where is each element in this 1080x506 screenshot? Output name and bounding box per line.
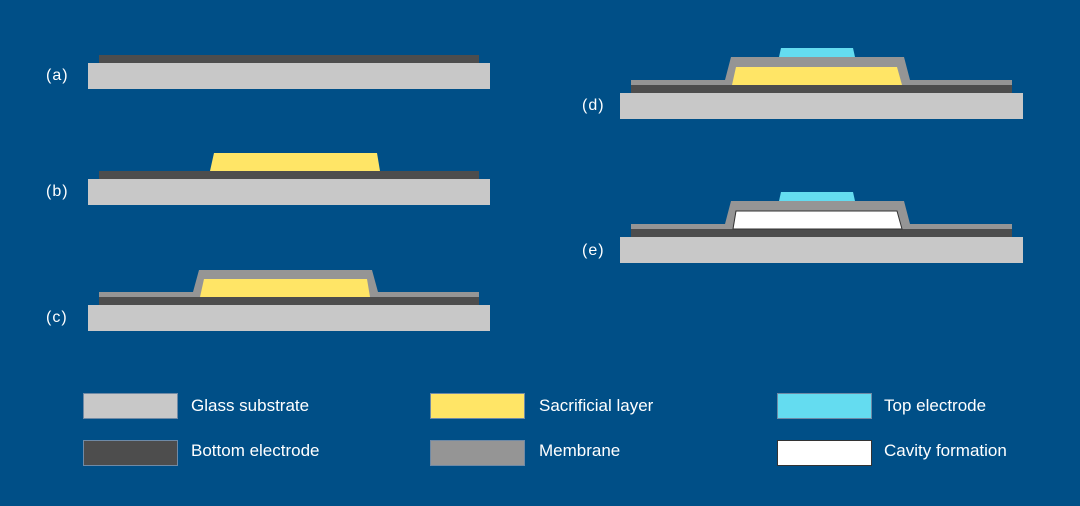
legend-swatch-bottom-electrode [83, 440, 178, 466]
bottom-electrode [631, 229, 1012, 237]
step-label-c: (c) [46, 309, 68, 326]
glass-substrate [88, 63, 490, 89]
bottom-electrode [99, 55, 479, 63]
step-d-stack [620, 48, 1023, 119]
legend-swatch-glass-substrate [83, 393, 178, 419]
legend-label: Cavity formation [884, 441, 1007, 460]
sacrificial-layer [732, 67, 902, 85]
top-electrode [779, 192, 855, 201]
step-label-e: (e) [582, 242, 605, 259]
step-b-stack [88, 153, 490, 205]
legend-swatch-membrane [430, 440, 525, 466]
glass-substrate [88, 179, 490, 205]
step-label-b: (b) [46, 183, 69, 200]
step-label-a: (a) [46, 67, 69, 84]
step-a-stack [88, 55, 490, 89]
legend-swatch-cavity-formation [777, 440, 872, 466]
legend-label: Bottom electrode [191, 441, 320, 460]
legend-label: Glass substrate [191, 396, 310, 415]
legend-label: Membrane [539, 441, 621, 460]
cavity [732, 210, 903, 230]
glass-substrate [88, 305, 490, 331]
legend-label: Top electrode [884, 396, 987, 415]
bottom-electrode [99, 171, 479, 179]
glass-substrate [620, 237, 1023, 263]
step-c-stack [88, 270, 490, 331]
top-electrode [779, 48, 855, 57]
bottom-electrode [631, 85, 1012, 93]
bottom-electrode [99, 297, 479, 305]
legend-swatch-sacrificial-layer [430, 393, 525, 419]
step-label-d: (d) [582, 97, 605, 114]
legend-label: Sacrificial layer [539, 396, 654, 415]
sacrificial-layer [210, 153, 380, 171]
step-e-stack [620, 192, 1023, 263]
glass-substrate [620, 93, 1023, 119]
sacrificial-layer [200, 279, 370, 297]
legend-swatch-top-electrode [777, 393, 872, 419]
